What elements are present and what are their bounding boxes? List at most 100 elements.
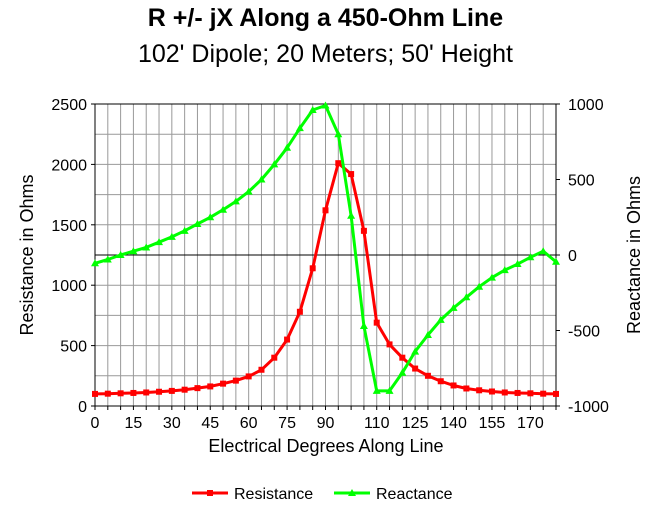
- reactance-point: [295, 124, 304, 132]
- reactance-point: [500, 266, 509, 274]
- reactance-point: [244, 187, 253, 195]
- x-tick-label: 90: [317, 415, 335, 432]
- reactance-point: [462, 293, 471, 301]
- resistance-point: [463, 385, 470, 392]
- resistance-point: [488, 388, 495, 395]
- y-right-tick-label: -1000: [568, 399, 609, 416]
- resistance-point: [117, 390, 124, 397]
- legend-reactance-label: Reactance: [376, 486, 453, 503]
- y-axis-left-label: Resistance in Ohms: [17, 174, 37, 335]
- y-right-tick-label: -500: [568, 324, 600, 341]
- reactance-point: [129, 247, 138, 255]
- resistance-point: [232, 377, 239, 384]
- y-left-tick-label: 500: [60, 339, 87, 356]
- reactance-point: [385, 386, 394, 394]
- resistance-point: [271, 354, 278, 361]
- reactance-point: [283, 143, 292, 151]
- y-right-tick-label: 1000: [568, 97, 604, 114]
- x-tick-label: 140: [440, 415, 467, 432]
- resistance-point: [373, 319, 380, 326]
- reactance-point: [487, 273, 496, 281]
- y-left-tick-label: 1500: [51, 218, 87, 235]
- resistance-point: [168, 387, 175, 394]
- reactance-point: [359, 321, 368, 329]
- x-tick-label: 75: [278, 415, 296, 432]
- resistance-point: [360, 227, 367, 234]
- resistance-point: [104, 390, 111, 397]
- reactance-point: [219, 205, 228, 213]
- resistance-point: [156, 388, 163, 395]
- y-left-tick-label: 2000: [51, 157, 87, 174]
- y-right-tick-label: 500: [568, 173, 595, 190]
- x-tick-label: 45: [201, 415, 219, 432]
- reactance-point: [321, 101, 330, 109]
- x-tick-label: 15: [125, 415, 143, 432]
- reactance-point: [513, 260, 522, 268]
- resistance-point: [181, 386, 188, 393]
- x-tick-label: 125: [402, 415, 429, 432]
- resistance-point: [501, 389, 508, 396]
- resistance-point: [207, 383, 214, 390]
- resistance-point: [527, 390, 534, 397]
- chart-subtitle: 102' Dipole; 20 Meters; 50' Height: [137, 40, 514, 68]
- x-tick-label: 60: [240, 415, 258, 432]
- reactance-point: [552, 257, 560, 265]
- reactance-point: [423, 331, 432, 339]
- y-axis-right-label: Reactance in Ohms: [624, 176, 644, 334]
- axes: 0 15 30 45 60 75 90 110 125 140 155 170 0 500 1000 1500…: [51, 97, 609, 432]
- reactance-point: [526, 253, 535, 261]
- resistance-point: [424, 372, 431, 379]
- x-axis-label: Electrical Degrees Along Line: [208, 436, 443, 456]
- reactance-point: [334, 130, 343, 138]
- resistance-point: [258, 366, 265, 373]
- reactance-point: [308, 106, 317, 114]
- reactance-point: [116, 251, 125, 258]
- legend-reactance-marker: [348, 489, 356, 496]
- y-left-tick-label: 0: [78, 399, 87, 416]
- reactance-point: [449, 303, 458, 311]
- legend: Resistance Reactance: [192, 486, 453, 503]
- resistance-point: [450, 382, 457, 389]
- reactance-point: [155, 238, 164, 246]
- resistance-point: [309, 265, 316, 272]
- y-left-tick-label: 2500: [51, 97, 87, 114]
- resistance-point: [335, 160, 342, 167]
- reactance-point: [475, 282, 484, 290]
- resistance-point: [348, 171, 355, 178]
- y-right-tick-label: 0: [568, 248, 577, 265]
- resistance-point: [322, 207, 329, 214]
- resistance-point: [553, 390, 559, 397]
- reactance-point: [257, 175, 266, 183]
- reactance-point: [142, 243, 151, 251]
- resistance-point: [130, 389, 137, 396]
- resistance-point: [386, 341, 393, 348]
- x-tick-label: 30: [163, 415, 181, 432]
- resistance-point: [437, 378, 444, 385]
- series: [91, 101, 560, 397]
- reactance-point: [270, 160, 279, 168]
- reactance-point: [91, 259, 99, 267]
- x-tick-label: 155: [479, 415, 506, 432]
- legend-resistance-marker: [207, 490, 213, 496]
- x-tick-label: 110: [364, 415, 390, 432]
- resistance-point: [194, 385, 201, 392]
- x-tick-label: 170: [517, 415, 544, 432]
- reactance-point: [539, 247, 548, 255]
- resistance-point: [220, 380, 227, 387]
- x-tick-label: 0: [91, 415, 100, 432]
- resistance-point: [296, 308, 303, 315]
- chart-title: R +/- jX Along a 450-Ohm Line: [147, 4, 504, 32]
- resistance-point: [399, 354, 406, 361]
- resistance-point: [476, 387, 483, 394]
- reactance-point: [347, 211, 356, 219]
- resistance-point: [245, 373, 252, 380]
- reactance-point: [411, 347, 420, 355]
- reactance-point: [167, 232, 176, 240]
- resistance-point: [143, 389, 150, 396]
- resistance-point: [284, 336, 291, 343]
- reactance-point: [231, 197, 240, 205]
- resistance-point: [540, 390, 547, 397]
- resistance-point: [412, 365, 419, 372]
- y-left-tick-label: 1000: [51, 278, 87, 295]
